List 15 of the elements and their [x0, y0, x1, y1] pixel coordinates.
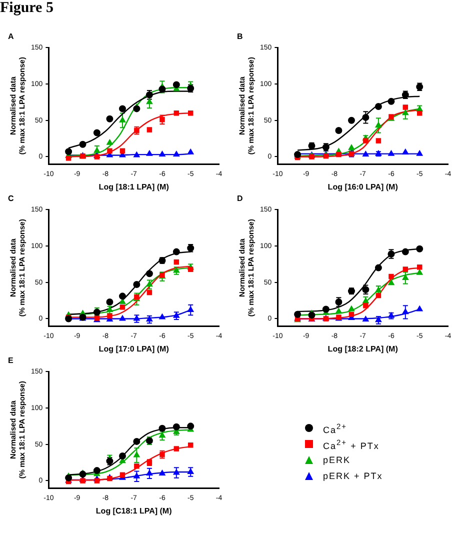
chart-title: D [237, 194, 243, 204]
legend-label: pERK [323, 455, 351, 465]
x-axis-title: Log [C18:1 LPA] (M) [96, 506, 172, 516]
legend-label: pERK + PTx [323, 471, 383, 481]
chart-title: B [237, 32, 243, 42]
legend-label: Ca$^{2+}$ [323, 422, 348, 434]
x-axis-title: Log [18:1 LPA] (M) [98, 182, 170, 192]
x-axis-title: Log [18:2 LPA] (M) [328, 344, 398, 354]
x-axis-title: Log [17:0 LPA] (M) [98, 344, 170, 354]
chart-title: C [8, 194, 14, 204]
chart-title: A [8, 32, 14, 42]
chart-title: E [8, 356, 14, 366]
caption: Figure 5 [0, 0, 54, 17]
legend-label: Ca$^{2+}$ + PTx [323, 438, 380, 450]
x-axis-title: Log [16:0 LPA] (M) [328, 182, 398, 192]
